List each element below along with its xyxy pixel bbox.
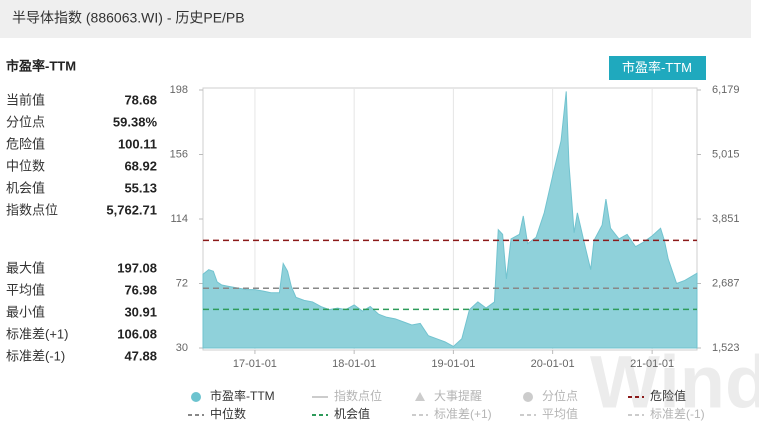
x-tick-label: 17-01-01 (233, 358, 277, 370)
pe-area (202, 91, 698, 349)
stat-value: 55.13 (124, 180, 157, 195)
stat-label: 危险值 (6, 136, 45, 151)
y-tick-label: 30 (176, 342, 188, 354)
x-tick-label: 19-01-01 (431, 358, 475, 370)
y2-tick-label: 1,523 (712, 342, 740, 354)
legend-marker[interactable] (415, 392, 425, 401)
x-tick-label: 18-01-01 (332, 358, 376, 370)
stat-value: 106.08 (117, 326, 157, 341)
y2-tick-label: 2,687 (712, 277, 740, 289)
y-tick-label: 198 (170, 84, 188, 96)
y-tick-label: 156 (170, 148, 188, 160)
legend-label[interactable]: 大事提醒 (434, 388, 482, 403)
watermark: Wind (590, 341, 759, 424)
legend-label[interactable]: 标准差(+1) (434, 407, 492, 421)
stat-label: 分位点 (6, 114, 45, 129)
legend-label[interactable]: 平均值 (542, 406, 578, 421)
legend-label[interactable]: 中位数 (210, 406, 246, 421)
y2-tick-label: 5,015 (712, 148, 740, 160)
stat-label: 中位数 (6, 158, 45, 173)
y-tick-label: 72 (176, 277, 188, 289)
stat-value: 5,762.71 (106, 202, 157, 217)
stat-value: 47.88 (124, 348, 157, 363)
legend-marker[interactable] (191, 392, 201, 402)
x-tick-label: 21-01-01 (630, 358, 674, 370)
stat-label: 标准差(+1) (6, 326, 68, 341)
stat-label: 机会值 (6, 180, 45, 195)
metric-button[interactable] (609, 56, 706, 80)
y-tick-label: 114 (170, 213, 188, 225)
legend-label[interactable]: 机会值 (334, 406, 370, 421)
stat-value: 59.38% (113, 114, 158, 129)
panel-title: 市盈率-TTM (6, 58, 76, 73)
y2-tick-label: 3,851 (712, 213, 740, 225)
legend-label[interactable]: 危险值 (650, 388, 686, 403)
stat-label: 平均值 (6, 282, 45, 297)
y2-tick-label: 6,179 (712, 84, 740, 96)
legend-label[interactable]: 分位点 (542, 388, 578, 403)
legend-label[interactable]: 指数点位 (334, 388, 382, 403)
stat-label: 当前值 (6, 92, 45, 107)
stat-value: 100.11 (118, 136, 157, 151)
stat-value: 76.98 (124, 282, 157, 297)
stat-value: 68.92 (124, 158, 157, 173)
stat-label: 指数点位 (6, 202, 58, 217)
header-bar (0, 0, 751, 38)
stat-label: 最大值 (6, 260, 45, 275)
legend-label[interactable]: 市盈率-TTM (210, 388, 275, 403)
stat-label: 最小值 (6, 304, 45, 319)
x-tick-label: 20-01-01 (531, 358, 575, 370)
legend-marker[interactable] (523, 392, 533, 402)
legend-label[interactable]: 标准差(-1) (650, 407, 705, 421)
stat-value: 30.91 (124, 304, 157, 319)
header-title: 半导体指数 (886063.WI) - 历史PE/PB (12, 10, 245, 26)
stat-label: 标准差(-1) (6, 348, 65, 363)
stat-value: 197.08 (117, 260, 157, 275)
metric-button-label[interactable]: 市盈率-TTM (622, 60, 692, 75)
stat-value: 78.68 (124, 92, 157, 107)
